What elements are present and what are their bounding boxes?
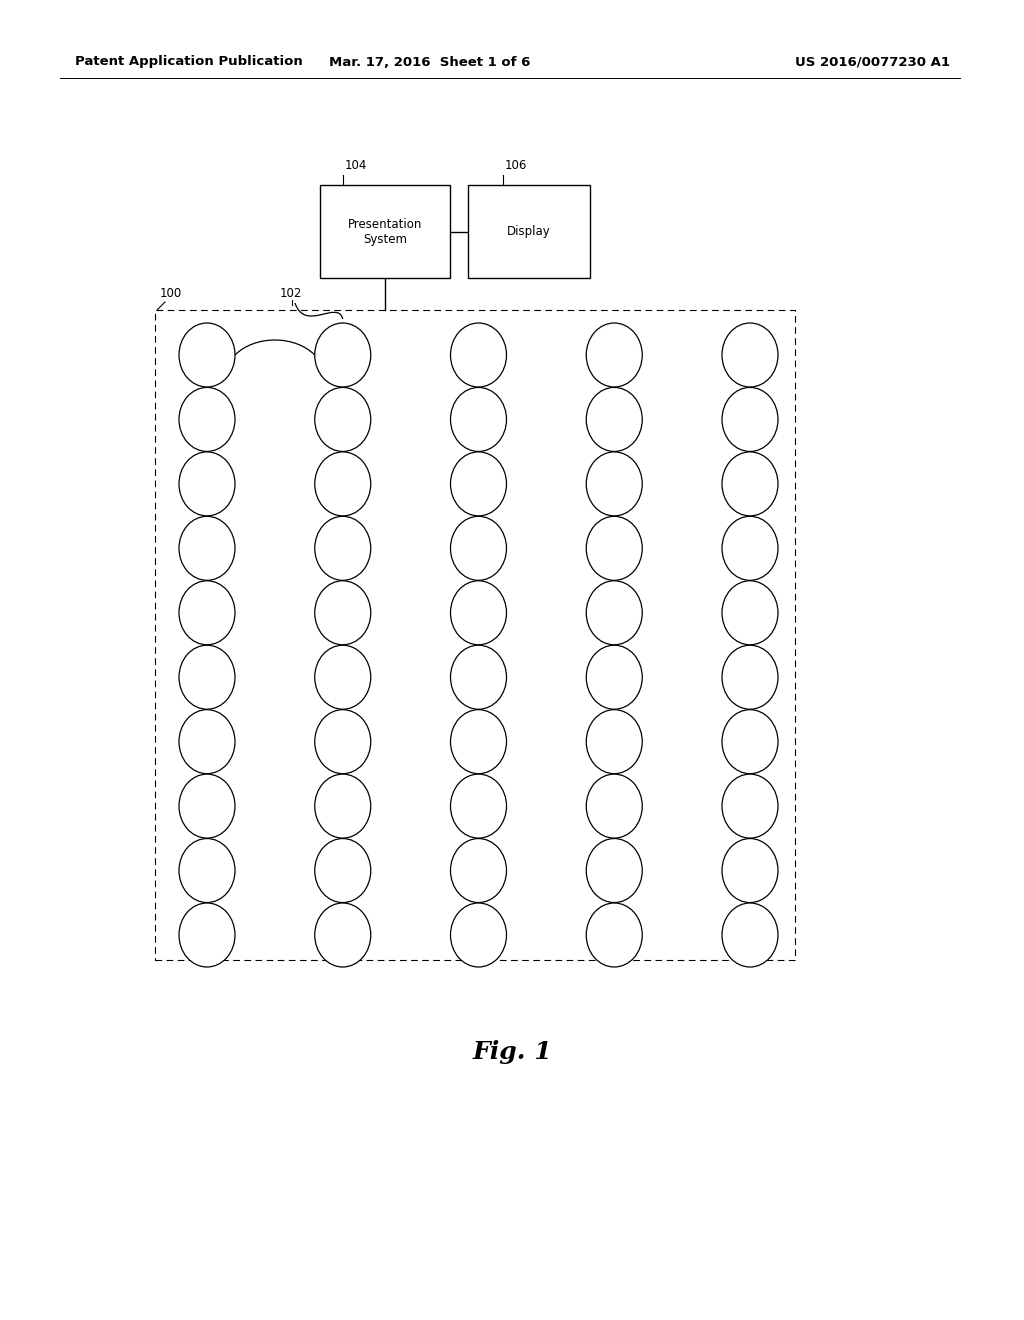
Ellipse shape: [587, 838, 642, 903]
Ellipse shape: [314, 903, 371, 968]
Ellipse shape: [451, 451, 507, 516]
Text: US 2016/0077230 A1: US 2016/0077230 A1: [795, 55, 950, 69]
Text: Presentation
System: Presentation System: [348, 218, 422, 246]
Ellipse shape: [587, 323, 642, 387]
Ellipse shape: [722, 388, 778, 451]
Ellipse shape: [314, 516, 371, 581]
Ellipse shape: [451, 838, 507, 903]
Bar: [155, 310, 795, 960]
Ellipse shape: [722, 774, 778, 838]
Ellipse shape: [451, 516, 507, 581]
Ellipse shape: [179, 388, 234, 451]
Ellipse shape: [722, 903, 778, 968]
Text: Display: Display: [507, 224, 551, 238]
Ellipse shape: [314, 838, 371, 903]
Ellipse shape: [587, 451, 642, 516]
Ellipse shape: [451, 388, 507, 451]
Ellipse shape: [314, 323, 371, 387]
Ellipse shape: [587, 774, 642, 838]
Ellipse shape: [722, 710, 778, 774]
Ellipse shape: [314, 710, 371, 774]
Text: Patent Application Publication: Patent Application Publication: [75, 55, 303, 69]
Text: 100: 100: [160, 286, 182, 300]
Ellipse shape: [314, 451, 371, 516]
Ellipse shape: [314, 388, 371, 451]
Ellipse shape: [314, 645, 371, 709]
Ellipse shape: [722, 581, 778, 644]
Ellipse shape: [179, 903, 234, 968]
Text: 102: 102: [280, 286, 302, 300]
Ellipse shape: [587, 581, 642, 644]
Ellipse shape: [587, 645, 642, 709]
Ellipse shape: [722, 838, 778, 903]
Ellipse shape: [179, 710, 234, 774]
Ellipse shape: [179, 838, 234, 903]
Ellipse shape: [451, 645, 507, 709]
Ellipse shape: [314, 774, 371, 838]
Ellipse shape: [179, 451, 234, 516]
Text: 104: 104: [345, 158, 368, 172]
Bar: [468, 185, 590, 279]
Ellipse shape: [451, 323, 507, 387]
Ellipse shape: [451, 710, 507, 774]
Ellipse shape: [179, 645, 234, 709]
Ellipse shape: [179, 581, 234, 644]
Ellipse shape: [179, 516, 234, 581]
Ellipse shape: [722, 451, 778, 516]
Ellipse shape: [587, 903, 642, 968]
Bar: [319, 185, 450, 279]
Ellipse shape: [179, 323, 234, 387]
Text: Mar. 17, 2016  Sheet 1 of 6: Mar. 17, 2016 Sheet 1 of 6: [330, 55, 530, 69]
Ellipse shape: [722, 323, 778, 387]
Ellipse shape: [451, 903, 507, 968]
Ellipse shape: [587, 710, 642, 774]
Ellipse shape: [587, 388, 642, 451]
Ellipse shape: [587, 516, 642, 581]
Ellipse shape: [451, 581, 507, 644]
Ellipse shape: [314, 581, 371, 644]
Ellipse shape: [722, 516, 778, 581]
Ellipse shape: [722, 645, 778, 709]
Text: 106: 106: [505, 158, 527, 172]
Ellipse shape: [179, 774, 234, 838]
Ellipse shape: [451, 774, 507, 838]
Text: Fig. 1: Fig. 1: [472, 1040, 552, 1064]
